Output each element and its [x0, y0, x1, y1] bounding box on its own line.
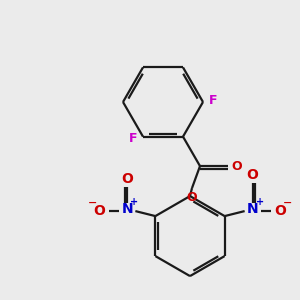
Text: +: + — [130, 197, 138, 207]
Text: O: O — [187, 190, 197, 204]
Text: O: O — [247, 168, 259, 182]
Text: N: N — [247, 202, 259, 216]
Text: +: + — [256, 197, 264, 207]
Text: F: F — [129, 132, 137, 145]
Text: O: O — [93, 204, 105, 218]
Text: O: O — [122, 172, 133, 186]
Text: N: N — [122, 202, 133, 216]
Text: O: O — [232, 160, 242, 172]
Text: −: − — [283, 198, 292, 208]
Text: O: O — [275, 204, 286, 218]
Text: F: F — [209, 94, 217, 106]
Text: −: − — [88, 198, 97, 208]
